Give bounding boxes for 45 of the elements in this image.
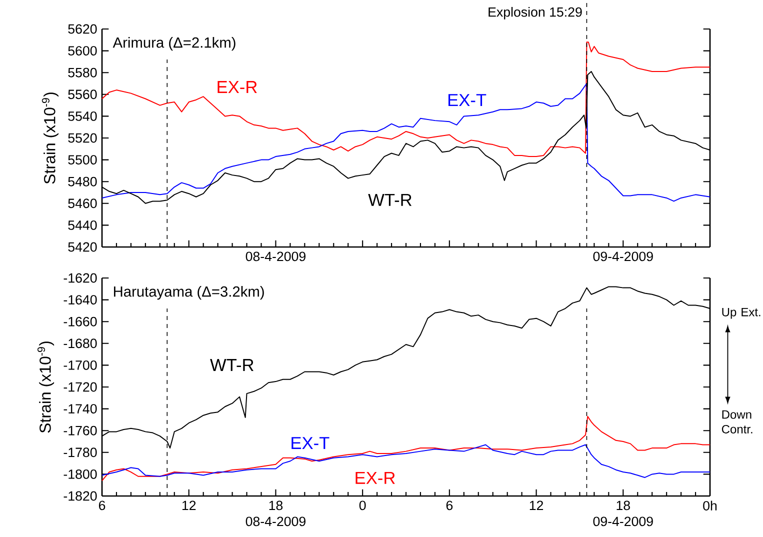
y-tick-label: 5500: [68, 155, 97, 165]
x-tick-label: 18 09-4-2009: [593, 500, 653, 526]
x-tick-label: 12: [182, 500, 196, 510]
y-tick-label: -1720: [64, 382, 97, 392]
y-tick-label: 5420: [68, 242, 97, 252]
x-tick-label: 09-4-2009: [593, 252, 653, 262]
y-tick-label: -1760: [64, 426, 97, 436]
ref-line-label: Explosion 15:29: [488, 6, 582, 20]
y-tick-label: 5480: [68, 176, 97, 186]
series-label: WT-R: [368, 194, 412, 206]
series-label: EX-R: [356, 472, 395, 484]
y-tick-label: 5560: [68, 90, 97, 100]
y-tick-label: 5600: [68, 46, 97, 56]
series-label: EX-T: [292, 437, 330, 449]
x-tick-label: 18 08-4-2009: [246, 500, 306, 526]
x-tick-label: 6: [98, 500, 106, 510]
y-tick-label: 5540: [68, 111, 97, 121]
y-tick-label: -1700: [64, 360, 97, 370]
text: Arimura (Δ=2.1km): [112, 36, 236, 51]
x-tick-label: 6: [446, 500, 453, 510]
y-tick-label: 5520: [68, 133, 97, 143]
series-label: WT-R: [210, 359, 254, 371]
x-tick-label: 0: [359, 500, 366, 510]
text: Harutayama (Δ=3.2km): [114, 286, 264, 300]
text: Down Contr.: [722, 410, 752, 434]
x-tick-label: 08-4-2009: [246, 252, 306, 262]
y-tick-label: -1640: [64, 295, 97, 305]
y-tick-label: -1740: [64, 404, 97, 414]
y-axis-title: Strain (x10$^{-9}$): [42, 92, 58, 184]
y-tick-label: -1820: [64, 491, 97, 501]
y-tick-label: -1800: [64, 469, 97, 479]
x-tick-label: 0h: [703, 500, 717, 510]
y-tick-label: 5580: [68, 68, 97, 78]
y-tick-label: 5460: [68, 198, 97, 208]
y-tick-label: -1680: [64, 338, 97, 348]
y-axis-title: Strain (x10$^{-9}$): [37, 342, 54, 433]
x-tick-label: 12: [530, 500, 544, 510]
y-tick-label: -1620: [64, 273, 97, 283]
text: Up Ext.: [722, 308, 760, 319]
y-tick-label: 5620: [68, 24, 97, 34]
y-tick-label: -1660: [64, 316, 97, 326]
series-label: EX-T: [448, 94, 486, 106]
series-label: EX-R: [218, 81, 257, 93]
y-tick-label: -1780: [64, 448, 97, 458]
y-tick-label: 5440: [68, 220, 97, 230]
